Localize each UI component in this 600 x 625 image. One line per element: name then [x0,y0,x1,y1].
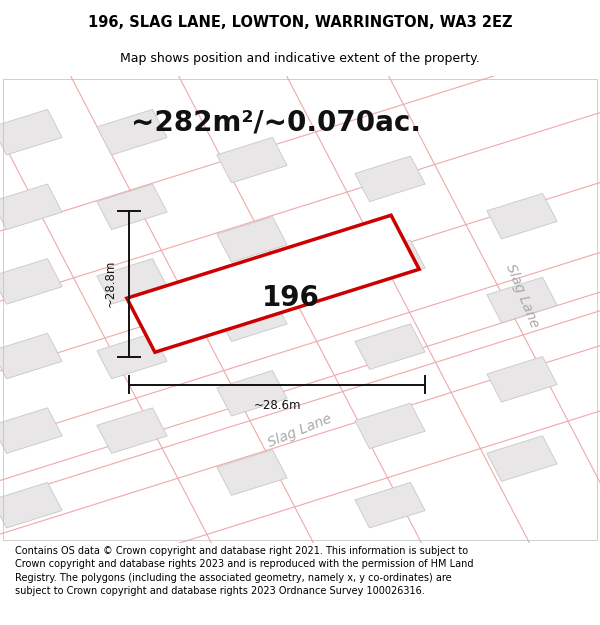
Polygon shape [97,109,167,155]
Polygon shape [487,278,557,323]
Text: Map shows position and indicative extent of the property.: Map shows position and indicative extent… [120,52,480,65]
Text: 196, SLAG LANE, LOWTON, WARRINGTON, WA3 2EZ: 196, SLAG LANE, LOWTON, WARRINGTON, WA3 … [88,15,512,30]
Polygon shape [97,408,167,453]
Polygon shape [217,296,287,341]
Text: Contains OS data © Crown copyright and database right 2021. This information is : Contains OS data © Crown copyright and d… [15,546,473,596]
Polygon shape [217,217,287,262]
Polygon shape [97,259,167,304]
Polygon shape [0,333,62,379]
Polygon shape [97,184,167,229]
Text: Slag Lane: Slag Lane [503,261,541,329]
Polygon shape [127,215,419,352]
Polygon shape [217,371,287,416]
Polygon shape [487,436,557,481]
Polygon shape [0,259,62,304]
Polygon shape [217,138,287,183]
Text: Slag Lane: Slag Lane [266,411,334,450]
Polygon shape [0,184,62,229]
Text: ~28.6m: ~28.6m [253,399,301,412]
Polygon shape [97,333,167,379]
Text: ~28.8m: ~28.8m [103,260,116,308]
Polygon shape [0,408,62,453]
Polygon shape [487,356,557,402]
Polygon shape [487,193,557,239]
Polygon shape [0,109,62,155]
Polygon shape [0,482,62,528]
Text: ~282m²/~0.070ac.: ~282m²/~0.070ac. [131,109,421,137]
Polygon shape [217,450,287,496]
Polygon shape [355,403,425,449]
Text: 196: 196 [262,284,320,312]
Polygon shape [355,156,425,202]
Polygon shape [355,240,425,286]
Polygon shape [355,324,425,369]
Polygon shape [355,482,425,528]
